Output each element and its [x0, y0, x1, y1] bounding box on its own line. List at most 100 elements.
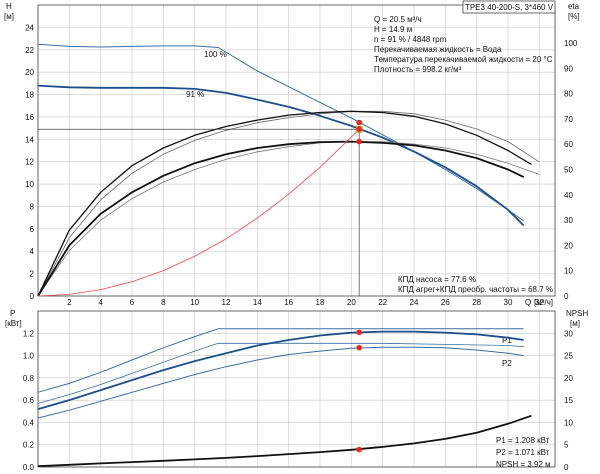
y2-tick-label: 30 [564, 216, 573, 225]
y2-tick-label: 20 [564, 241, 573, 250]
y2-tick-label: 80 [564, 90, 573, 99]
x-tick-label: 4 [98, 298, 103, 307]
y2-tick-label: 0 [564, 292, 569, 301]
info-line-q: Q = 20.5 м³/ч [374, 15, 422, 24]
bottom-y2-tick-label: 25 [564, 352, 573, 361]
p1-value-text: P1 = 1.208 кВт [496, 436, 550, 445]
series-line [37, 342, 524, 404]
bottom-y-tick-label: 1.0 [23, 352, 35, 361]
operating-point [356, 126, 362, 133]
operating-point [356, 329, 362, 336]
info-line-temperature: Температура перекачиваемой жидкости = 20… [374, 55, 553, 64]
y-tick-label: 22 [25, 46, 34, 55]
series-line [37, 110, 532, 297]
y-tick-label: 14 [25, 135, 34, 144]
info-line-liquid: Перекачиваемая жидкость = Вода [374, 45, 502, 54]
curve-label-100: 100 % [204, 50, 227, 59]
series-line [37, 140, 525, 297]
top-y-axis-title: H [6, 2, 12, 11]
series-line [37, 414, 532, 467]
bottom-y2-axis-unit: [м] [570, 319, 580, 328]
y2-tick-label: 60 [564, 140, 573, 149]
total-efficiency-text: КПД агрег+КПД преобр. частоты = 68.7 % [398, 285, 553, 294]
bottom-y2-axis-title: NPSH [566, 309, 588, 318]
x-tick-label: 8 [161, 298, 166, 307]
series-label-p1: P1 [502, 336, 512, 345]
info-line-h: H = 14.9 м [374, 25, 412, 34]
x-tick-label: 20 [347, 298, 356, 307]
x-tick-label: 24 [410, 298, 419, 307]
x-tick-label: 6 [130, 298, 135, 307]
bottom-y-tick-label: 0.0 [23, 463, 35, 472]
series-line [37, 128, 360, 297]
p2-value-text: P2 = 1.071 кВт [496, 448, 550, 457]
x-tick-label: 30 [504, 298, 513, 307]
x-tick-label: 32 [535, 298, 544, 307]
series-line [37, 330, 524, 410]
y-tick-label: 16 [25, 113, 34, 122]
bottom-y2-tick-label: 5 [564, 441, 569, 450]
bottom-y-tick-label: 0.2 [23, 441, 35, 450]
y-tick-label: 10 [25, 180, 34, 189]
bottom-plot-frame [37, 310, 556, 468]
y-tick-label: 12 [25, 158, 34, 167]
x-tick-label: 18 [316, 298, 325, 307]
y-tick-label: 6 [30, 225, 35, 234]
top-plot-frame [37, 4, 556, 297]
series-line [37, 84, 525, 227]
info-line-density: Плотность = 998.2 кг/м³ [374, 65, 462, 74]
top-y-axis-unit: [м] [4, 12, 14, 21]
chart-title: TPE3 40-200-S, 3*460 V [465, 3, 554, 12]
y-tick-label: 0 [30, 292, 35, 301]
bottom-y-axis-title: P [10, 309, 15, 318]
bottom-y2-tick-label: 0 [564, 463, 569, 472]
info-line-speed: n = 91 % / 4848 rpm [374, 35, 447, 44]
y-tick-label: 20 [25, 68, 34, 77]
x-tick-label: 2 [67, 298, 72, 307]
y-tick-label: 18 [25, 91, 34, 100]
x-tick-label: 14 [253, 298, 262, 307]
bottom-y2-tick-label: 30 [564, 329, 573, 338]
bottom-y2-tick-label: 10 [564, 418, 573, 427]
y2-tick-label: 40 [564, 191, 573, 200]
x-tick-label: 28 [472, 298, 481, 307]
bottom-y-tick-label: 1.2 [23, 329, 35, 338]
operating-info: Q = 20.5 м³/ч H = 14.9 м n = 91 % / 4848… [374, 15, 553, 74]
y-tick-label: 8 [30, 202, 35, 211]
x-tick-label: 12 [222, 298, 231, 307]
y2-tick-label: 10 [564, 267, 573, 276]
x-tick-label: 10 [190, 298, 199, 307]
y2-tick-label: 50 [564, 165, 573, 174]
bottom-y2-tick-label: 20 [564, 374, 573, 383]
x-tick-label: 26 [441, 298, 450, 307]
y2-tick-label: 100 [564, 39, 578, 48]
top-y2-axis-unit: [%] [568, 12, 580, 21]
y-tick-label: 4 [30, 247, 35, 256]
chart-title-box [462, 0, 556, 14]
y2-tick-label: 70 [564, 115, 573, 124]
bottom-y-tick-label: 0.4 [23, 418, 35, 427]
x-axis-title: Q [525, 298, 531, 307]
series-line [37, 43, 524, 222]
series-label-p2: P2 [502, 359, 512, 368]
bottom-y-tick-label: 0.6 [23, 396, 35, 405]
operating-point [356, 446, 362, 453]
y-tick-label: 2 [30, 270, 35, 279]
operating-point [356, 119, 362, 126]
x-tick-label: 22 [378, 298, 387, 307]
series-line [37, 346, 524, 419]
curve-label-91: 91 % [186, 90, 204, 99]
series-line [37, 141, 540, 297]
bottom-y-tick-label: 0.8 [23, 374, 35, 383]
y2-tick-label: 90 [564, 64, 573, 73]
bottom-y-axis-unit: [кВт] [5, 319, 22, 328]
series-line [37, 110, 540, 297]
operating-point [356, 138, 362, 145]
y-tick-label: 24 [25, 23, 34, 32]
pump-efficiency-text: КПД насоса = 77.6 % [398, 275, 476, 284]
x-tick-label: 16 [284, 298, 293, 307]
npsh-value-text: NPSH = 3.92 м [496, 460, 551, 469]
x-axis-unit: [м³/ч] [534, 298, 553, 307]
series-line [37, 328, 524, 393]
